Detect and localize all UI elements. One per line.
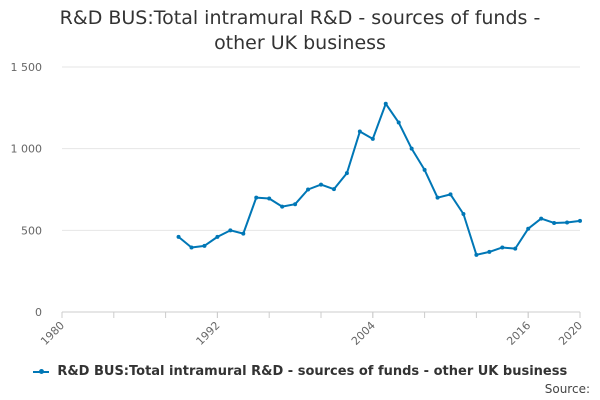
data-point: [241, 231, 246, 236]
y-tick-label: 1 500: [11, 61, 43, 74]
data-point: [306, 187, 311, 192]
data-point: [176, 234, 181, 239]
data-point: [254, 195, 259, 200]
data-point: [280, 204, 285, 209]
data-point: [565, 220, 570, 225]
data-point: [383, 101, 388, 106]
data-point: [319, 182, 323, 187]
x-tick-label: 2004: [349, 319, 378, 348]
y-tick-label: 500: [21, 224, 42, 237]
data-point: [461, 212, 466, 216]
legend-label: R&D BUS:Total intramural R&D - sources o…: [57, 364, 568, 379]
data-point: [539, 216, 544, 221]
series-layer: [176, 101, 582, 257]
data-point: [513, 246, 518, 251]
data-point: [448, 192, 453, 197]
data-point: [578, 218, 582, 223]
data-point: [202, 243, 207, 248]
data-point: [422, 167, 427, 172]
y-tick-label: 1 000: [11, 143, 43, 156]
data-point: [370, 136, 375, 141]
data-point: [357, 129, 362, 134]
legend[interactable]: R&D BUS:Total intramural R&D - sources o…: [0, 364, 600, 379]
x-tick-label: 1980: [38, 319, 67, 348]
data-point: [228, 228, 233, 233]
y-tick-label: 0: [35, 306, 42, 319]
data-point: [500, 245, 505, 250]
data-point: [409, 146, 414, 151]
data-point: [435, 195, 440, 200]
series-line: [177, 102, 581, 256]
data-point: [487, 249, 492, 254]
x-tick-label: 2020: [556, 319, 585, 348]
data-point: [267, 196, 272, 201]
data-point: [293, 202, 298, 207]
legend-line-icon: [32, 368, 49, 374]
x-tick-label: 2016: [504, 319, 533, 348]
axis-layer: 0 500 1 000 1 500 1980 1992 2004 2016 2020: [11, 61, 586, 348]
chart-title: R&D BUS:Total intramural R&D - sources o…: [59, 7, 541, 54]
data-point: [526, 226, 531, 231]
x-tick-label: 1992: [194, 319, 223, 348]
data-point: [552, 220, 557, 225]
data-point: [474, 252, 479, 257]
source-label: Source:: [544, 382, 590, 396]
grid-layer: [62, 66, 580, 231]
data-point: [396, 120, 401, 125]
data-point: [344, 171, 349, 176]
data-point: [331, 187, 336, 192]
data-point: [215, 234, 220, 239]
data-point: [189, 245, 194, 250]
